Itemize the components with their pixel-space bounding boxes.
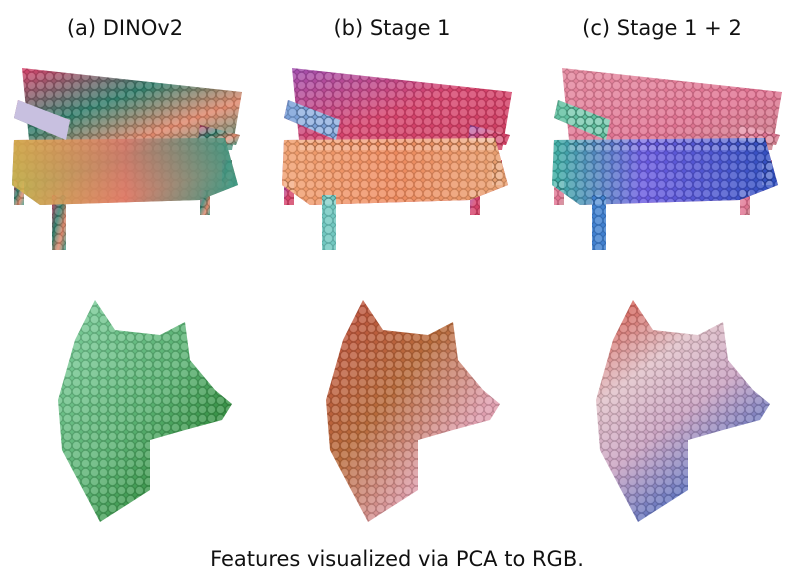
dog-stage1 xyxy=(326,300,500,522)
chair-stage1 xyxy=(282,68,512,250)
chair-stage12 xyxy=(552,68,782,250)
chair-dinov2 xyxy=(12,68,242,250)
caption: Features visualized via PCA to RGB. xyxy=(210,547,584,571)
dog-stage12 xyxy=(596,300,770,522)
column-title: (c) Stage 1 + 2 xyxy=(582,16,742,40)
column-title: (b) Stage 1 xyxy=(333,16,450,40)
column-title: (a) DINOv2 xyxy=(67,16,183,40)
dog-dinov2 xyxy=(58,300,232,522)
